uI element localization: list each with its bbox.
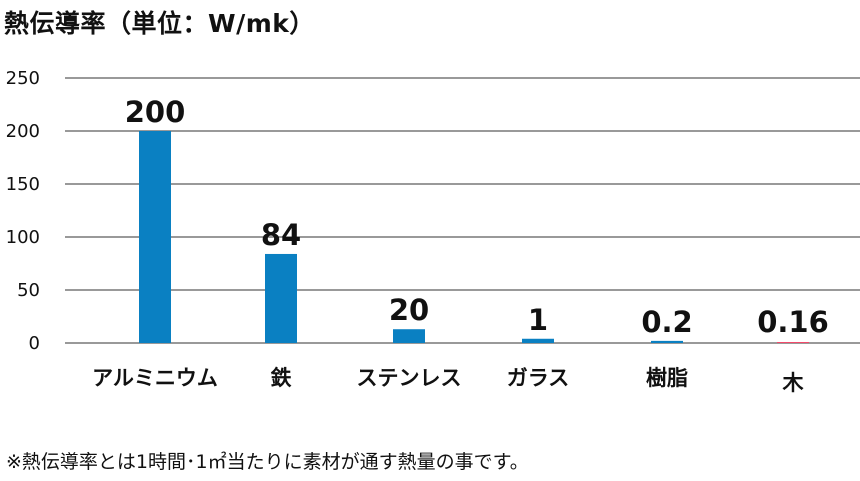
bar-2: [265, 253, 297, 343]
footnote: ※熱伝導率とは1時間･1㎡当たりに素材が通す熱量の事です。: [6, 451, 529, 473]
y-tick-label-50: 50: [17, 280, 40, 301]
category-label-5: 樹脂: [646, 366, 688, 390]
y-tick-label-200: 200: [6, 121, 40, 142]
bar-4: [522, 338, 554, 343]
category-label-3: ステンレス: [357, 366, 462, 390]
bar-5: [651, 340, 683, 343]
value-label-3: 20: [389, 293, 429, 327]
value-label-5: 0.2: [641, 305, 692, 339]
category-label-2: 鉄: [271, 366, 292, 390]
category-label-4: ガラス: [507, 366, 570, 390]
value-label-1: 200: [125, 95, 186, 129]
y-tick-label-100: 100: [6, 227, 40, 248]
bar-3: [393, 329, 425, 343]
bar-1: [139, 131, 171, 343]
value-label-2: 84: [261, 218, 301, 252]
value-label-6: 0.16: [757, 305, 829, 339]
chart-title: 熱伝導率（単位：W/mk）: [4, 9, 315, 38]
bar-chart: 0 50 100 150 200 250 200 アルミニウム 84 鉄 20 ステンレス 1 ガラス 0.…: [6, 68, 860, 395]
value-label-4: 1: [528, 303, 548, 337]
y-tick-label-250: 250: [6, 68, 40, 89]
category-label-6: 木: [782, 371, 805, 395]
bar-6: [777, 342, 809, 343]
y-tick-label-150: 150: [6, 174, 40, 195]
category-label-1: アルミニウム: [92, 366, 218, 390]
y-tick-label-0: 0: [29, 333, 40, 354]
